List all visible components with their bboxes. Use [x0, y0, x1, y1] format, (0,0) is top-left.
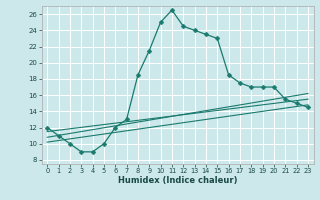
X-axis label: Humidex (Indice chaleur): Humidex (Indice chaleur) — [118, 176, 237, 185]
